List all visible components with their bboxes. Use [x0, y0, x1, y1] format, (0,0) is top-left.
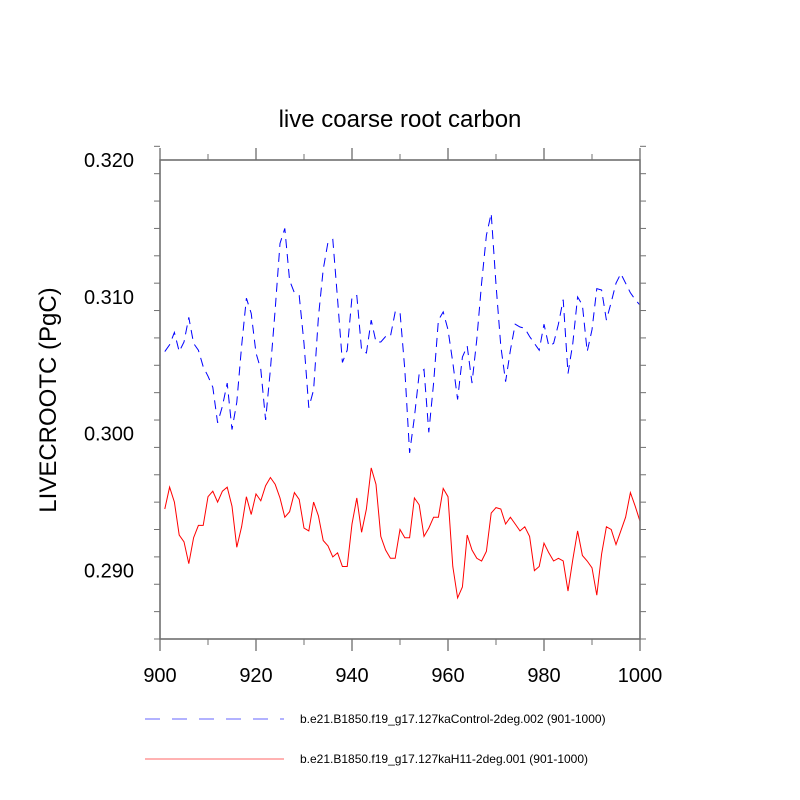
plot-frame	[159, 159, 641, 640]
x-tick-label: 920	[239, 665, 272, 687]
y-tick-label: 0.290	[84, 561, 134, 583]
chart-title: live coarse root carbon	[279, 106, 522, 133]
x-tick-label: 940	[335, 665, 368, 687]
legend-label-2: b.e21.B1850.f19_g17.127kaH11-2deg.001 (9…	[300, 752, 588, 766]
y-axis-label: LIVECROOTC (PgC)	[35, 287, 62, 512]
x-tick-label: 900	[143, 665, 176, 687]
x-tick-label: 1000	[618, 665, 663, 687]
y-tick-label: 0.320	[84, 150, 134, 172]
x-tick-label: 980	[527, 665, 560, 687]
y-tick-label: 0.310	[84, 287, 134, 309]
legend-label-1: b.e21.B1850.f19_g17.127kaControl-2deg.00…	[300, 712, 606, 726]
x-tick-label: 960	[431, 665, 464, 687]
legend: b.e21.B1850.f19_g17.127kaControl-2deg.00…	[145, 712, 606, 766]
y-tick-label: 0.300	[84, 424, 134, 446]
axis-ticks: 900 920 940 960 980 1000 0.290 0.300 0.310 0.320	[84, 145, 663, 687]
series-line-1	[164, 213, 641, 453]
series-line-2	[164, 467, 641, 600]
plot-lines	[164, 213, 641, 600]
